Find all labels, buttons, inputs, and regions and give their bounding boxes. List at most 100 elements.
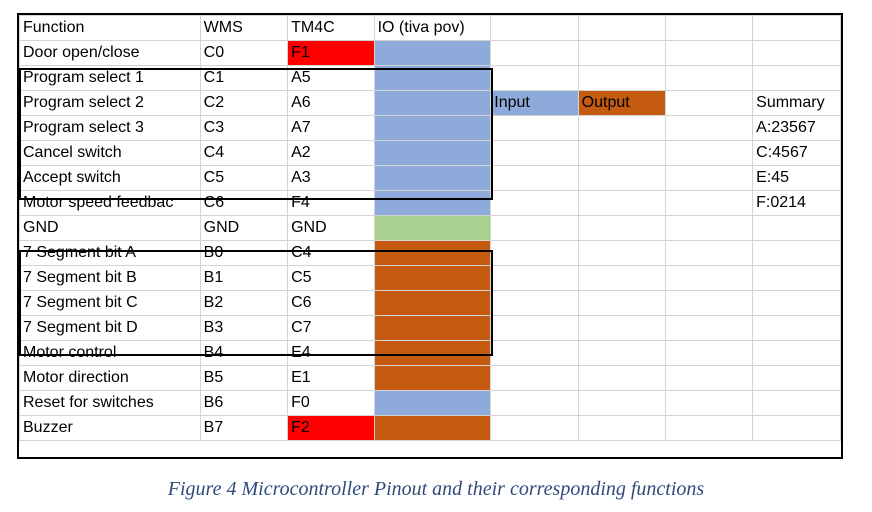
- io-color-cell[interactable]: [373, 140, 492, 166]
- empty-cell[interactable]: [490, 315, 579, 341]
- empty-cell[interactable]: [490, 415, 579, 441]
- wms-pin-cell[interactable]: C0: [199, 40, 289, 66]
- tm4c-pin-cell[interactable]: A3: [287, 165, 375, 191]
- empty-cell[interactable]: [490, 40, 579, 66]
- empty-cell[interactable]: [577, 40, 667, 66]
- io-color-cell[interactable]: [373, 115, 492, 141]
- empty-cell[interactable]: [752, 340, 841, 366]
- tm4c-pin-cell[interactable]: A2: [287, 140, 375, 166]
- empty-cell[interactable]: [665, 165, 754, 191]
- io-color-cell[interactable]: [373, 290, 492, 316]
- empty-cell[interactable]: [665, 415, 754, 441]
- tm4c-pin-cell[interactable]: A6: [287, 90, 375, 116]
- empty-cell[interactable]: [665, 265, 754, 291]
- empty-cell[interactable]: [577, 365, 667, 391]
- function-cell[interactable]: Buzzer: [19, 415, 201, 441]
- wms-pin-cell[interactable]: C4: [199, 140, 289, 166]
- empty-cell[interactable]: [665, 140, 754, 166]
- empty-cell[interactable]: [490, 265, 579, 291]
- empty-cell[interactable]: [752, 315, 841, 341]
- function-cell[interactable]: Motor speed feedbac: [19, 190, 201, 216]
- empty-cell[interactable]: [490, 190, 579, 216]
- empty-cell[interactable]: [665, 15, 754, 41]
- empty-cell[interactable]: [752, 265, 841, 291]
- wms-pin-cell[interactable]: B0: [199, 240, 289, 266]
- empty-cell[interactable]: [752, 215, 841, 241]
- empty-cell[interactable]: [665, 290, 754, 316]
- io-color-cell[interactable]: [373, 65, 492, 91]
- empty-cell[interactable]: [577, 415, 667, 441]
- io-color-cell[interactable]: [373, 190, 492, 216]
- legend-output[interactable]: Output: [577, 90, 667, 116]
- wms-pin-cell[interactable]: GND: [199, 215, 289, 241]
- empty-cell[interactable]: [665, 215, 754, 241]
- empty-cell[interactable]: [490, 115, 579, 141]
- function-cell[interactable]: Program select 2: [19, 90, 201, 116]
- function-cell[interactable]: GND: [19, 215, 201, 241]
- wms-pin-cell[interactable]: B4: [199, 340, 289, 366]
- empty-cell[interactable]: [577, 115, 667, 141]
- empty-cell[interactable]: [490, 390, 579, 416]
- empty-cell[interactable]: [490, 340, 579, 366]
- function-cell[interactable]: 7 Segment bit B: [19, 265, 201, 291]
- empty-cell[interactable]: [752, 40, 841, 66]
- io-color-cell[interactable]: [373, 240, 492, 266]
- function-cell[interactable]: Motor direction: [19, 365, 201, 391]
- empty-cell[interactable]: [752, 65, 841, 91]
- io-color-cell[interactable]: [373, 390, 492, 416]
- tm4c-pin-cell[interactable]: F4: [287, 190, 375, 216]
- empty-cell[interactable]: [665, 390, 754, 416]
- wms-pin-cell[interactable]: B1: [199, 265, 289, 291]
- tm4c-pin-cell[interactable]: F0: [287, 390, 375, 416]
- empty-cell[interactable]: [577, 140, 667, 166]
- empty-cell[interactable]: [665, 340, 754, 366]
- empty-cell[interactable]: [490, 165, 579, 191]
- io-color-cell[interactable]: [373, 315, 492, 341]
- io-color-cell[interactable]: [373, 215, 492, 241]
- tm4c-pin-cell[interactable]: C7: [287, 315, 375, 341]
- wms-pin-cell[interactable]: B5: [199, 365, 289, 391]
- tm4c-pin-cell[interactable]: C5: [287, 265, 375, 291]
- header-tm4c[interactable]: TM4C: [287, 15, 375, 41]
- summary-line[interactable]: F:0214: [752, 190, 841, 216]
- empty-cell[interactable]: [665, 115, 754, 141]
- empty-cell[interactable]: [577, 165, 667, 191]
- function-cell[interactable]: Door open/close: [19, 40, 201, 66]
- empty-cell[interactable]: [665, 365, 754, 391]
- empty-cell[interactable]: [665, 65, 754, 91]
- tm4c-pin-cell[interactable]: A7: [287, 115, 375, 141]
- function-cell[interactable]: Program select 1: [19, 65, 201, 91]
- legend-input[interactable]: Input: [490, 90, 579, 116]
- header-function[interactable]: Function: [19, 15, 201, 41]
- empty-cell[interactable]: [577, 390, 667, 416]
- empty-cell[interactable]: [665, 240, 754, 266]
- wms-pin-cell[interactable]: C1: [199, 65, 289, 91]
- empty-cell[interactable]: [665, 40, 754, 66]
- empty-cell[interactable]: [752, 365, 841, 391]
- empty-cell[interactable]: [490, 240, 579, 266]
- empty-cell[interactable]: [577, 315, 667, 341]
- empty-cell[interactable]: [665, 315, 754, 341]
- wms-pin-cell[interactable]: C5: [199, 165, 289, 191]
- io-color-cell[interactable]: [373, 365, 492, 391]
- empty-cell[interactable]: [665, 90, 754, 116]
- function-cell[interactable]: Motor control: [19, 340, 201, 366]
- empty-cell[interactable]: [490, 65, 579, 91]
- function-cell[interactable]: Cancel switch: [19, 140, 201, 166]
- tm4c-pin-cell[interactable]: E4: [287, 340, 375, 366]
- wms-pin-cell[interactable]: B3: [199, 315, 289, 341]
- empty-cell[interactable]: [665, 190, 754, 216]
- wms-pin-cell[interactable]: B2: [199, 290, 289, 316]
- empty-cell[interactable]: [577, 190, 667, 216]
- empty-cell[interactable]: [490, 365, 579, 391]
- empty-cell[interactable]: [577, 240, 667, 266]
- summary-line[interactable]: C:4567: [752, 140, 841, 166]
- function-cell[interactable]: 7 Segment bit D: [19, 315, 201, 341]
- summary-label[interactable]: Summary: [752, 90, 841, 116]
- tm4c-pin-cell[interactable]: C4: [287, 240, 375, 266]
- header-wms[interactable]: WMS: [199, 15, 289, 41]
- function-cell[interactable]: 7 Segment bit A: [19, 240, 201, 266]
- function-cell[interactable]: Accept switch: [19, 165, 201, 191]
- wms-pin-cell[interactable]: C6: [199, 190, 289, 216]
- empty-cell[interactable]: [577, 290, 667, 316]
